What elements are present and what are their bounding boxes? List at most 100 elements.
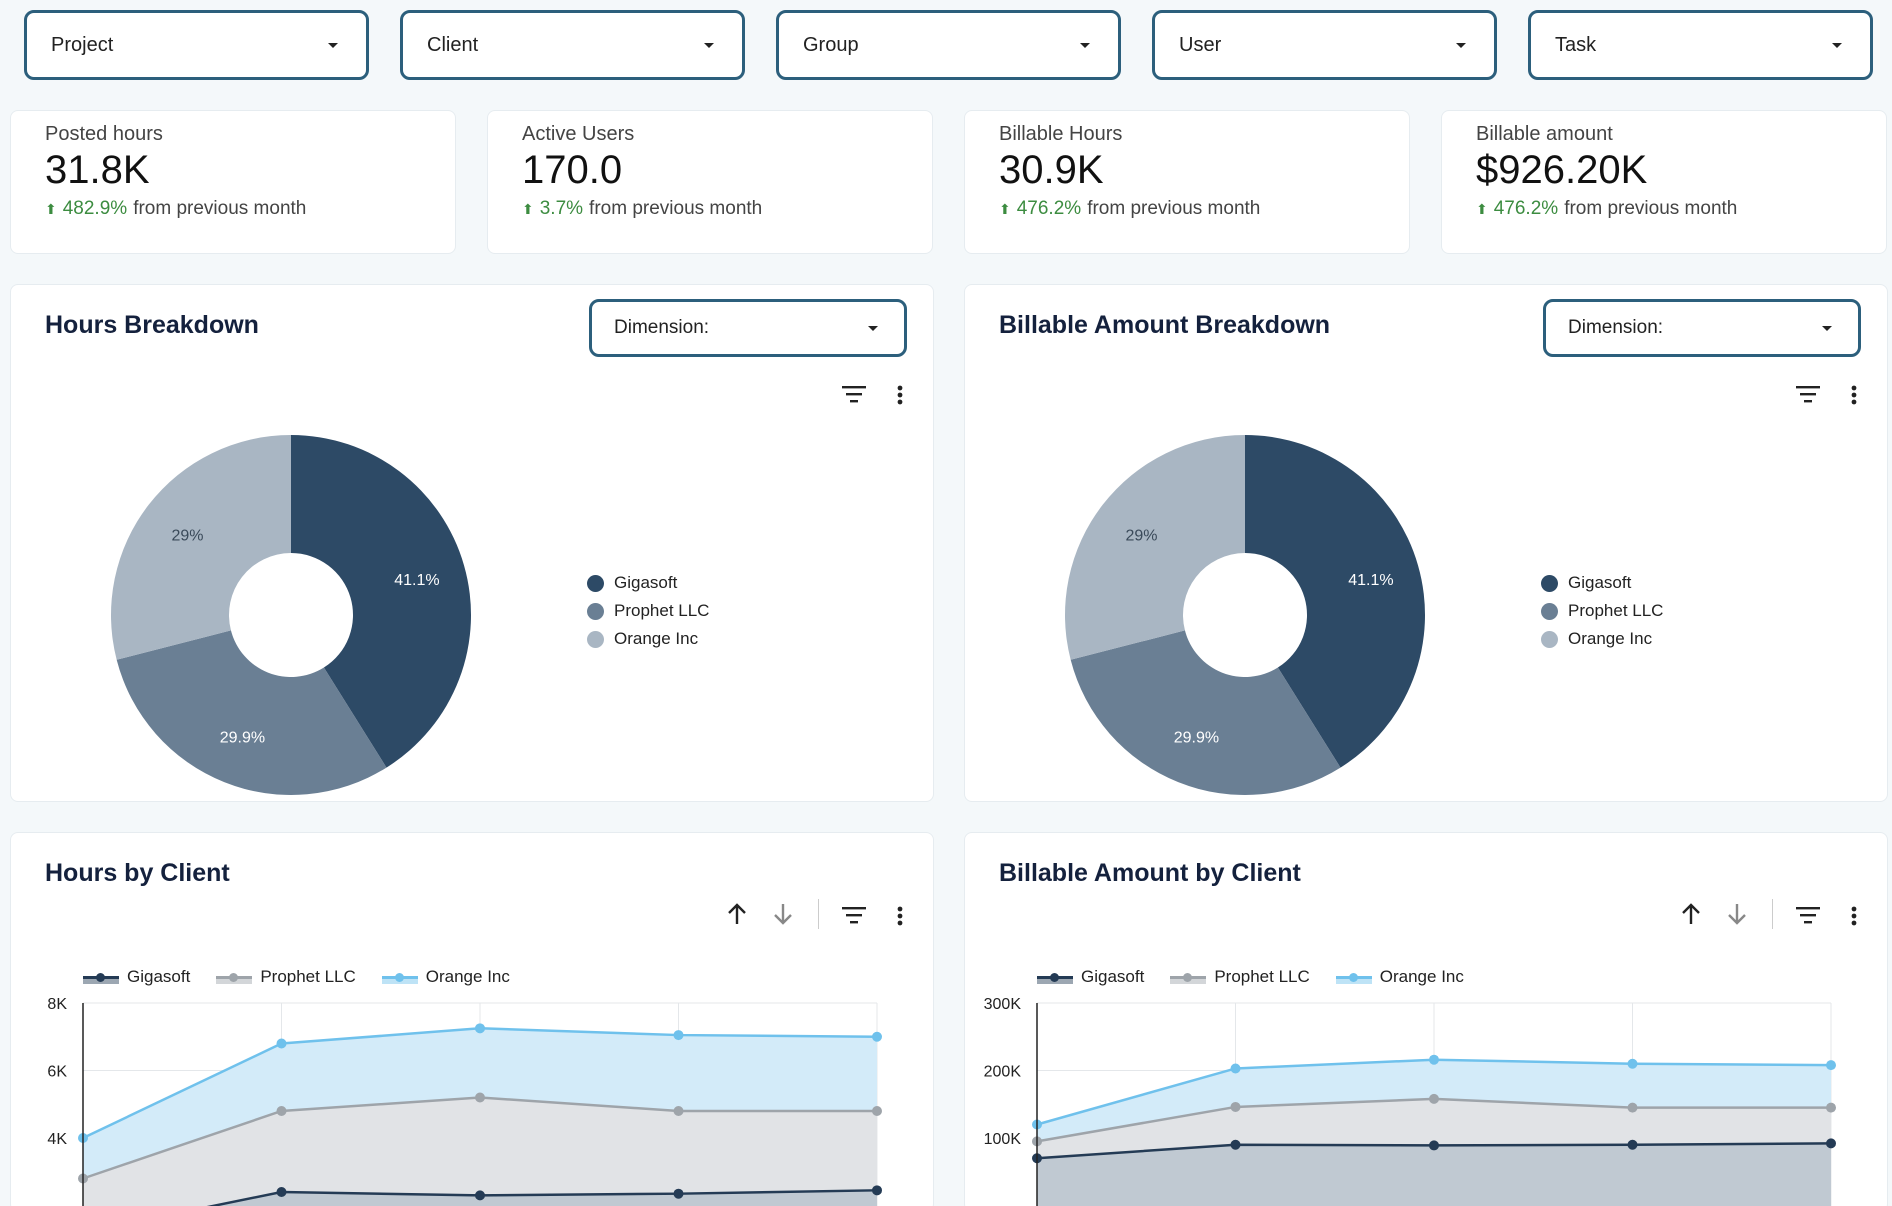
data-point[interactable]: [1826, 1102, 1836, 1113]
user-filter-label: User: [1179, 33, 1222, 56]
caret-down-icon: [704, 43, 714, 48]
pie-slice-gigasoft[interactable]: [1245, 435, 1425, 768]
kpi-change-suffix: from previous month: [133, 198, 307, 219]
data-point[interactable]: [1826, 1138, 1836, 1149]
legend-label: Gigasoft: [1081, 967, 1145, 986]
arrow-up-icon[interactable]: [722, 899, 752, 929]
task-filter[interactable]: Task: [1528, 10, 1873, 80]
dimension-dropdown[interactable]: Dimension:: [589, 299, 907, 357]
data-point[interactable]: [276, 1106, 287, 1116]
pie-slice-gigasoft[interactable]: [291, 435, 471, 768]
data-point[interactable]: [872, 1185, 882, 1196]
filter-icon[interactable]: [839, 379, 869, 409]
data-point[interactable]: [872, 1106, 882, 1116]
caret-down-icon: [868, 326, 878, 331]
trend-up-icon: ⬆: [1476, 200, 1488, 217]
legend-item-gigasoft[interactable]: Gigasoft: [1541, 569, 1663, 597]
data-point[interactable]: [872, 1031, 882, 1042]
data-point[interactable]: [673, 1030, 684, 1041]
arrow-down-icon[interactable]: [1722, 899, 1752, 929]
more-vert-icon[interactable]: [885, 380, 915, 410]
legend-item-orange[interactable]: Orange Inc: [1541, 625, 1663, 653]
kpi-value: 170.0: [522, 148, 623, 192]
kpi-label: Billable Hours: [999, 123, 1123, 145]
pie-slice-orange-inc[interactable]: [1065, 435, 1245, 660]
arrow-down-icon[interactable]: [768, 899, 798, 929]
legend-item-gigasoft[interactable]: Gigasoft: [83, 967, 190, 987]
legend-item-orange[interactable]: Orange Inc: [587, 625, 709, 653]
project-filter-label: Project: [51, 33, 114, 56]
legend-item-prophet[interactable]: Prophet LLC: [1541, 597, 1663, 625]
caret-down-icon: [1822, 326, 1832, 331]
filter-icon[interactable]: [1793, 900, 1823, 930]
legend-item-gigasoft[interactable]: Gigasoft: [1037, 967, 1144, 987]
data-point[interactable]: [475, 1092, 485, 1103]
legend-label: Prophet LLC: [614, 601, 710, 620]
billable-area-chart: 100K 200K 300K: [984, 996, 1836, 1206]
data-point[interactable]: [1429, 1140, 1439, 1151]
legend-dot: [587, 630, 604, 648]
legend-dot: [587, 602, 604, 620]
legend-item-gigasoft[interactable]: Gigasoft: [587, 569, 709, 597]
legend-item-prophet[interactable]: Prophet LLC: [1170, 967, 1310, 987]
toolbar-divider: [1772, 899, 1773, 929]
y-tick-label: 300K: [984, 996, 1022, 1013]
data-point[interactable]: [1429, 1093, 1439, 1104]
legend-label: Orange Inc: [1379, 967, 1464, 986]
more-vert-icon[interactable]: [1839, 380, 1869, 410]
legend-item-orange[interactable]: Orange Inc: [1335, 967, 1464, 987]
group-filter[interactable]: Group: [776, 10, 1121, 80]
legend-label: Gigasoft: [1568, 573, 1632, 592]
project-filter[interactable]: Project: [24, 10, 369, 80]
dimension-dropdown[interactable]: Dimension:: [1543, 299, 1861, 357]
pie-slice-prophet-llc[interactable]: [1070, 630, 1341, 795]
data-point[interactable]: [475, 1190, 485, 1201]
legend-item-prophet[interactable]: Prophet LLC: [587, 597, 709, 625]
legend-item-orange[interactable]: Orange Inc: [381, 967, 510, 987]
legend-dot: [1541, 602, 1558, 620]
data-point[interactable]: [1826, 1060, 1836, 1071]
legend-label: Orange Inc: [425, 967, 510, 986]
panel-title: Hours Breakdown: [45, 311, 259, 339]
data-point[interactable]: [1429, 1054, 1439, 1065]
legend-label: Prophet LLC: [260, 967, 356, 986]
data-point[interactable]: [1230, 1063, 1241, 1074]
kpi-value: 30.9K: [999, 148, 1104, 192]
more-vert-icon[interactable]: [1839, 901, 1869, 931]
kpi-label: Active Users: [522, 123, 635, 145]
legend-label: Gigasoft: [614, 573, 678, 592]
kpi-change: ⬆ 476.2% from previous month: [999, 198, 1375, 220]
client-filter[interactable]: Client: [400, 10, 745, 80]
filter-icon[interactable]: [839, 900, 869, 930]
kpi-change-suffix: from previous month: [589, 198, 763, 219]
data-point[interactable]: [276, 1038, 287, 1049]
data-point[interactable]: [673, 1188, 684, 1199]
trend-up-icon: ⬆: [999, 200, 1011, 217]
filter-icon[interactable]: [1793, 379, 1823, 409]
slice-label: 41.1%: [394, 572, 439, 589]
more-vert-icon[interactable]: [885, 901, 915, 931]
kpi-posted-hours: Posted hours 31.8K ⬆ 482.9% from previous …: [10, 110, 456, 254]
slice-label: 29.9%: [220, 730, 265, 747]
kpi-billable-amount: Billable amount $926.20K ⬆ 476.2% from pre…: [1441, 110, 1887, 254]
legend-swatch: [1037, 970, 1073, 984]
legend-dot: [1541, 630, 1558, 648]
user-filter[interactable]: User: [1152, 10, 1497, 80]
data-point[interactable]: [673, 1106, 684, 1116]
kpi-billable-hours: Billable Hours 30.9K ⬆ 476.2% from previou…: [964, 110, 1410, 254]
pie-slice-orange-inc[interactable]: [110, 435, 291, 660]
data-point[interactable]: [276, 1187, 287, 1197]
data-point[interactable]: [1230, 1101, 1241, 1112]
data-point[interactable]: [1627, 1139, 1638, 1150]
data-point[interactable]: [1627, 1102, 1638, 1113]
slice-label: 41.1%: [1348, 572, 1393, 589]
data-point[interactable]: [1627, 1058, 1638, 1069]
panel-title: Billable Amount by Client: [999, 859, 1301, 887]
data-point[interactable]: [1230, 1139, 1241, 1150]
kpi-change-pct: 3.7%: [539, 198, 584, 219]
hours-by-client-panel: Hours by Client Gigasoft Prophet LLC Ora…: [10, 832, 934, 1206]
arrow-up-icon[interactable]: [1676, 899, 1706, 929]
data-point[interactable]: [475, 1023, 485, 1034]
legend-item-prophet[interactable]: Prophet LLC: [216, 967, 356, 987]
pie-slice-prophet-llc[interactable]: [116, 630, 387, 795]
